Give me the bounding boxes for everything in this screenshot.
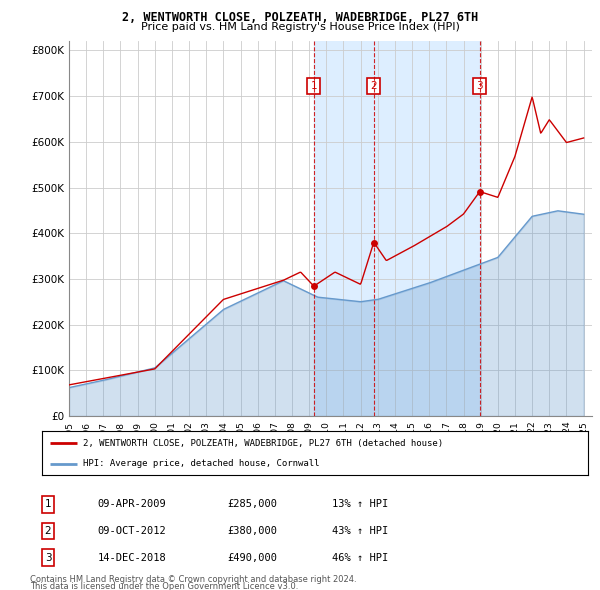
Text: 2, WENTWORTH CLOSE, POLZEATH, WADEBRIDGE, PL27 6TH (detached house): 2, WENTWORTH CLOSE, POLZEATH, WADEBRIDGE…	[83, 438, 443, 448]
Text: HPI: Average price, detached house, Cornwall: HPI: Average price, detached house, Corn…	[83, 460, 319, 468]
Text: £380,000: £380,000	[227, 526, 277, 536]
Text: This data is licensed under the Open Government Licence v3.0.: This data is licensed under the Open Gov…	[30, 582, 298, 590]
Text: 09-OCT-2012: 09-OCT-2012	[98, 526, 166, 536]
Text: 09-APR-2009: 09-APR-2009	[98, 500, 166, 509]
Bar	[314, 41, 374, 416]
Bar	[374, 41, 480, 416]
Text: £285,000: £285,000	[227, 500, 277, 509]
Text: 1: 1	[310, 81, 317, 91]
Text: 2: 2	[371, 81, 377, 91]
Text: 13% ↑ HPI: 13% ↑ HPI	[332, 500, 388, 509]
Text: 1: 1	[44, 500, 52, 509]
Text: £490,000: £490,000	[227, 553, 277, 562]
Text: 46% ↑ HPI: 46% ↑ HPI	[332, 553, 388, 562]
Text: 2, WENTWORTH CLOSE, POLZEATH, WADEBRIDGE, PL27 6TH: 2, WENTWORTH CLOSE, POLZEATH, WADEBRIDGE…	[122, 11, 478, 24]
Text: Price paid vs. HM Land Registry's House Price Index (HPI): Price paid vs. HM Land Registry's House …	[140, 22, 460, 32]
Text: Contains HM Land Registry data © Crown copyright and database right 2024.: Contains HM Land Registry data © Crown c…	[30, 575, 356, 584]
Text: 2: 2	[44, 526, 52, 536]
Text: 3: 3	[476, 81, 483, 91]
Text: 3: 3	[44, 553, 52, 562]
Text: 14-DEC-2018: 14-DEC-2018	[98, 553, 166, 562]
Text: 43% ↑ HPI: 43% ↑ HPI	[332, 526, 388, 536]
